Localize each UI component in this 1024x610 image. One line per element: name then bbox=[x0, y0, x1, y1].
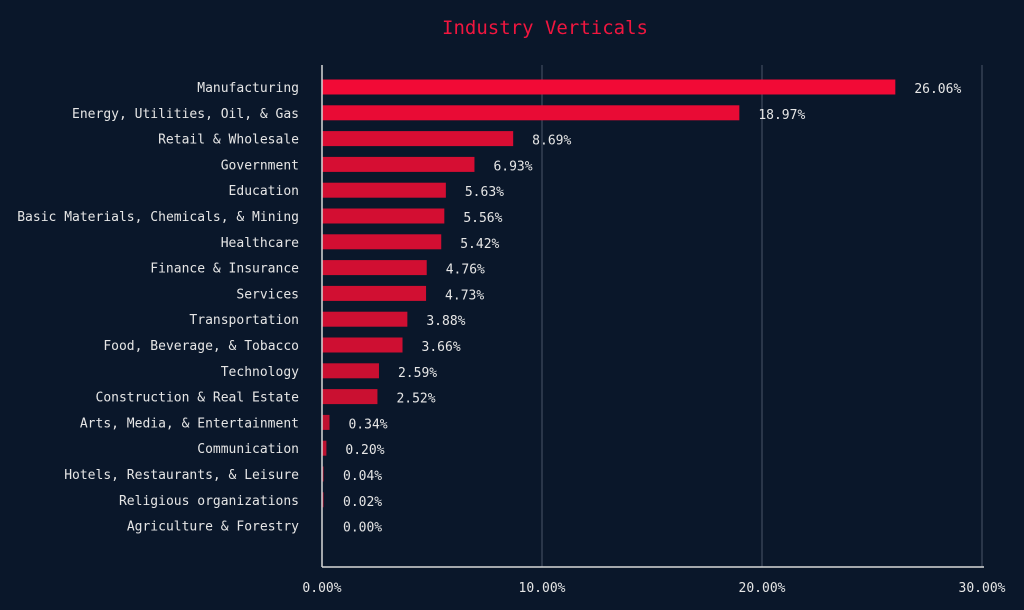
value-label: 2.52% bbox=[396, 392, 435, 407]
value-label: 5.56% bbox=[463, 211, 502, 226]
category-label: Retail & Wholesale bbox=[158, 133, 299, 148]
value-label: 0.00% bbox=[343, 521, 382, 536]
category-label: Finance & Insurance bbox=[150, 262, 299, 277]
bar bbox=[322, 182, 446, 198]
bar bbox=[322, 337, 403, 353]
chart-title: Industry Verticals bbox=[442, 17, 648, 39]
value-label: 6.93% bbox=[493, 159, 532, 174]
value-label: 26.06% bbox=[914, 82, 961, 97]
bar bbox=[322, 363, 379, 379]
bar bbox=[322, 234, 442, 250]
category-label: Food, Beverage, & Tobacco bbox=[103, 339, 299, 354]
category-label: Religious organizations bbox=[119, 494, 299, 509]
category-label: Healthcare bbox=[221, 236, 299, 251]
bar bbox=[322, 105, 740, 121]
category-label: Hotels, Restaurants, & Leisure bbox=[64, 468, 299, 483]
value-label: 0.34% bbox=[348, 417, 387, 432]
value-label: 4.73% bbox=[445, 288, 484, 303]
category-label: Education bbox=[229, 184, 299, 199]
category-label: Government bbox=[221, 158, 299, 173]
category-label: Construction & Real Estate bbox=[96, 391, 300, 406]
category-label: Basic Materials, Chemicals, & Mining bbox=[17, 210, 299, 225]
category-label: Arts, Media, & Entertainment bbox=[80, 416, 299, 431]
value-label: 0.20% bbox=[345, 443, 384, 458]
value-label: 8.69% bbox=[532, 134, 571, 149]
category-label: Energy, Utilities, Oil, & Gas bbox=[72, 107, 299, 122]
category-label: Agriculture & Forestry bbox=[127, 520, 299, 535]
value-label: 3.88% bbox=[426, 314, 465, 329]
category-label: Transportation bbox=[189, 313, 299, 328]
bar bbox=[322, 208, 445, 224]
x-tick-label: 30.00% bbox=[959, 581, 1006, 596]
bar bbox=[322, 440, 327, 456]
category-label: Communication bbox=[197, 442, 299, 457]
value-label: 0.04% bbox=[343, 469, 382, 484]
x-tick-label: 10.00% bbox=[519, 581, 566, 596]
value-label: 5.42% bbox=[460, 237, 499, 252]
bar bbox=[322, 260, 427, 276]
value-label: 3.66% bbox=[422, 340, 461, 355]
bar bbox=[322, 311, 408, 327]
value-label: 5.63% bbox=[465, 185, 504, 200]
category-label: Technology bbox=[221, 365, 299, 380]
bar bbox=[322, 285, 427, 301]
category-label: Manufacturing bbox=[197, 81, 299, 96]
bar bbox=[322, 131, 514, 147]
value-label: 2.59% bbox=[398, 366, 437, 381]
x-tick-label: 20.00% bbox=[739, 581, 786, 596]
value-label: 18.97% bbox=[758, 108, 805, 123]
bar bbox=[322, 414, 330, 430]
bar bbox=[322, 389, 378, 405]
bar bbox=[322, 79, 896, 95]
x-tick-label: 0.00% bbox=[302, 581, 341, 596]
bar bbox=[322, 156, 475, 172]
value-label: 0.02% bbox=[343, 495, 382, 510]
value-label: 4.76% bbox=[446, 263, 485, 278]
category-label: Services bbox=[236, 287, 299, 302]
